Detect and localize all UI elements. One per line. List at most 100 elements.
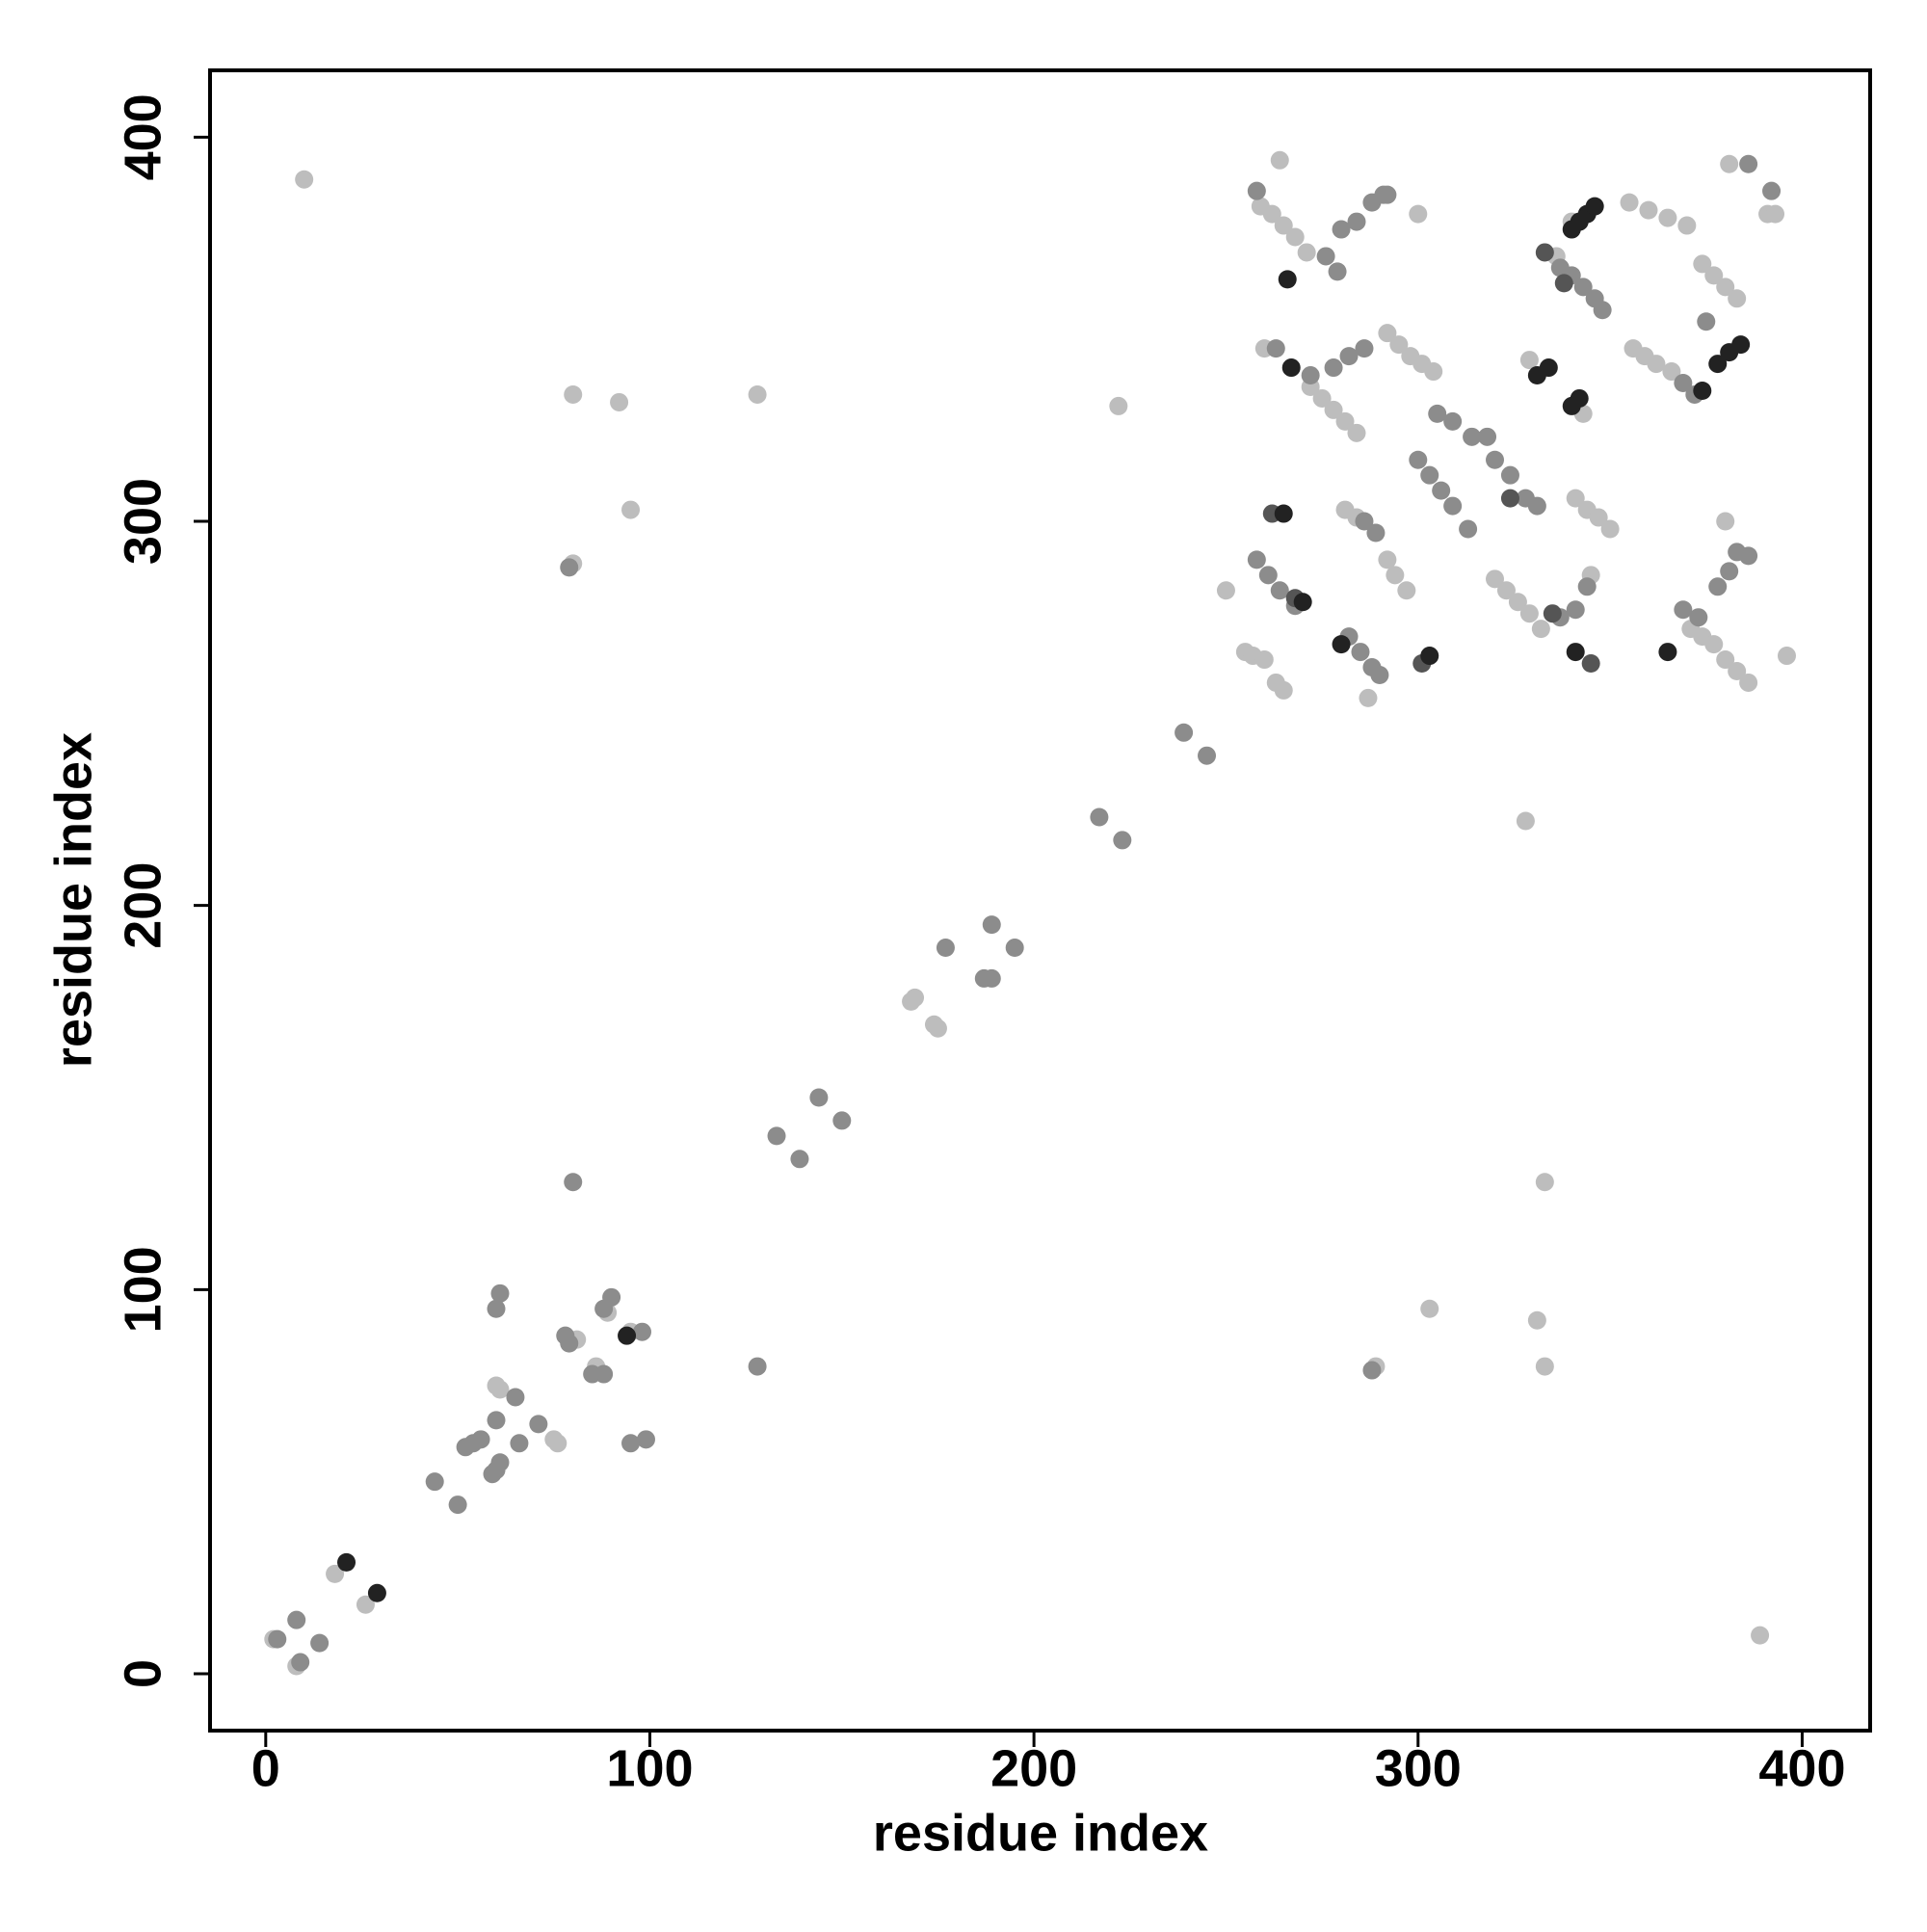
x-tick-label: 0 (251, 1739, 280, 1797)
point (1486, 569, 1505, 589)
point (1500, 489, 1519, 508)
point (1113, 831, 1132, 850)
point (1339, 347, 1359, 366)
point (1500, 465, 1519, 485)
point (1428, 404, 1447, 423)
point (1647, 355, 1666, 374)
point (564, 384, 583, 404)
point (1324, 358, 1343, 378)
point (1751, 1626, 1770, 1645)
point (1332, 635, 1351, 654)
point (1531, 620, 1550, 639)
y-tick-label: 200 (114, 862, 172, 949)
y-tick-label: 0 (114, 1659, 172, 1688)
point (425, 1472, 444, 1492)
point (1216, 581, 1235, 600)
point (471, 1430, 490, 1449)
point (1508, 593, 1527, 612)
point (1262, 204, 1281, 224)
point (1739, 673, 1758, 692)
point (367, 1583, 386, 1602)
point (602, 1287, 621, 1307)
point (1496, 581, 1516, 600)
point (809, 1088, 829, 1107)
point (1420, 1299, 1439, 1318)
point (790, 1150, 809, 1169)
point (1463, 427, 1482, 446)
point (1728, 289, 1747, 308)
point (1674, 374, 1693, 393)
point (1316, 247, 1335, 266)
point (1420, 465, 1439, 485)
point (1378, 185, 1397, 204)
point (1704, 635, 1724, 654)
point (1585, 197, 1604, 216)
point (487, 1299, 506, 1318)
point (1716, 650, 1735, 670)
point (490, 1453, 510, 1472)
point (1486, 450, 1505, 469)
point (1175, 723, 1194, 742)
point (506, 1388, 525, 1407)
point (632, 1322, 651, 1341)
point (1716, 278, 1735, 297)
point (1386, 566, 1405, 585)
point (832, 1111, 852, 1130)
point (356, 1595, 375, 1614)
point (1519, 604, 1539, 623)
point (594, 1364, 614, 1384)
point (1362, 1361, 1382, 1380)
point (1198, 746, 1217, 765)
point (1459, 519, 1478, 539)
point (1639, 200, 1658, 220)
point (1589, 508, 1608, 527)
point (1739, 154, 1758, 173)
point (636, 1430, 655, 1449)
point (1247, 550, 1266, 569)
point (1662, 362, 1681, 382)
point (767, 1126, 786, 1146)
point (1658, 643, 1677, 662)
point (1704, 266, 1724, 285)
y-tick-label: 300 (114, 478, 172, 565)
point (1527, 1310, 1546, 1330)
point (1516, 811, 1535, 831)
point (1766, 204, 1785, 224)
point (1293, 593, 1312, 612)
point (1332, 220, 1351, 239)
point (1535, 1357, 1554, 1376)
point (1689, 608, 1708, 627)
point (936, 939, 955, 958)
point (1278, 270, 1297, 289)
point (560, 558, 579, 577)
point (621, 500, 641, 519)
point (1258, 566, 1278, 585)
point (1573, 278, 1593, 297)
point (1720, 562, 1739, 581)
point (1581, 654, 1600, 674)
point (487, 1411, 506, 1430)
point (1359, 688, 1378, 707)
point (1443, 411, 1463, 431)
point (906, 988, 925, 1007)
point (610, 392, 629, 411)
point (1762, 181, 1782, 200)
point (295, 170, 314, 189)
point (621, 1434, 641, 1453)
point (448, 1495, 467, 1515)
point (1324, 400, 1343, 419)
point (1716, 512, 1735, 531)
point (291, 1653, 310, 1672)
point (1301, 366, 1320, 385)
point (1328, 262, 1347, 281)
point (1443, 496, 1463, 516)
point (560, 1334, 579, 1353)
point (1543, 604, 1562, 623)
point (529, 1415, 548, 1434)
point (1335, 411, 1355, 431)
point (1693, 254, 1712, 274)
point (1420, 647, 1439, 666)
point (1355, 512, 1374, 531)
point (1274, 504, 1293, 523)
